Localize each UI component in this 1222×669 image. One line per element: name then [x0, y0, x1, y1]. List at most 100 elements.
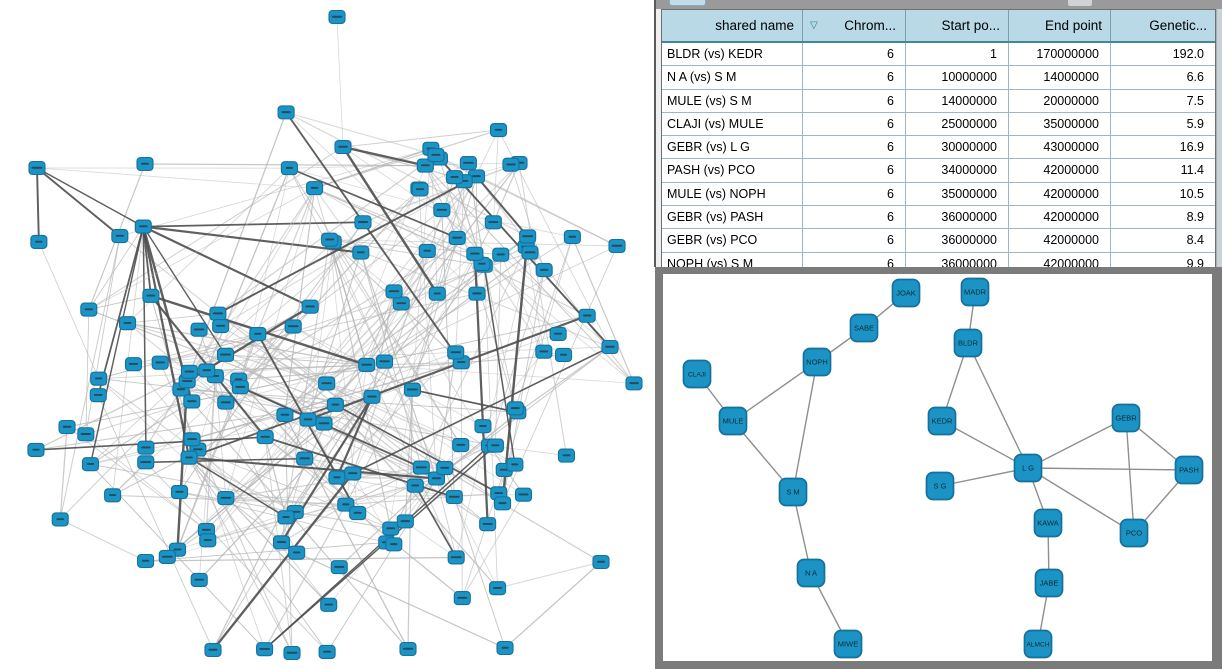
cell-start-position[interactable]: 14000000	[906, 89, 1009, 112]
network-node[interactable]	[81, 457, 100, 472]
network-node[interactable]	[199, 533, 217, 548]
network-node[interactable]	[190, 572, 208, 588]
network-edge-GEBR-LG[interactable]	[1027, 417, 1127, 469]
network-node[interactable]	[111, 229, 129, 244]
network-node[interactable]	[180, 364, 198, 379]
network-node-SG[interactable]: S G	[925, 471, 955, 501]
node-shape[interactable]	[802, 347, 832, 377]
cell-genetic-distance[interactable]: 16.9	[1179, 140, 1204, 155]
network-node[interactable]	[382, 521, 400, 536]
network-node[interactable]	[256, 430, 274, 445]
column-header-end-point[interactable]: End point	[1009, 10, 1111, 41]
node-shape[interactable]	[1013, 453, 1043, 483]
network-node[interactable]	[90, 371, 108, 386]
network-node[interactable]	[358, 357, 376, 372]
network-node[interactable]	[492, 247, 510, 262]
network-node[interactable]	[625, 376, 643, 391]
network-node[interactable]	[486, 438, 504, 453]
column-header-shared-name[interactable]: shared name	[662, 10, 803, 41]
network-node[interactable]	[406, 478, 424, 493]
network-node[interactable]	[436, 460, 454, 476]
network-node[interactable]	[318, 644, 336, 660]
network-node[interactable]	[320, 597, 338, 612]
network-node-SM[interactable]: S M	[778, 477, 808, 507]
cell-shared-name[interactable]: N A (vs) S M	[662, 66, 803, 89]
network-node-NOPH[interactable]: NOPH	[802, 347, 832, 377]
network-node[interactable]	[124, 357, 143, 372]
network-node-BLDR[interactable]: BLDR	[953, 328, 983, 358]
cell-genetic-distance[interactable]: 8.9	[1186, 210, 1204, 225]
network-edge-NOPH-MULE[interactable]	[732, 361, 818, 422]
network-node[interactable]	[134, 219, 152, 234]
network-node[interactable]	[411, 182, 429, 197]
cell-shared-name[interactable]: GEBR (vs) PCO	[662, 229, 803, 252]
network-node[interactable]	[354, 215, 372, 230]
network-node-JOAK[interactable]: JOAK	[891, 278, 921, 308]
cell-end-point[interactable]: 43000000	[1009, 136, 1111, 159]
network-node[interactable]	[363, 389, 381, 404]
network-node[interactable]	[519, 229, 537, 244]
network-node[interactable]	[280, 161, 298, 176]
network-node-ALMCH[interactable]: ALMCH	[1023, 629, 1053, 659]
network-node-MIWE[interactable]: MIWE	[833, 629, 863, 659]
network-node[interactable]	[392, 296, 410, 311]
network-node[interactable]	[447, 345, 465, 360]
cell-chromosome[interactable]: 6	[803, 229, 906, 252]
cell-end-point[interactable]: 42000000	[1009, 182, 1111, 206]
network-node[interactable]	[535, 263, 553, 278]
network-node[interactable]	[352, 245, 370, 260]
network-node[interactable]	[447, 550, 465, 565]
network-node[interactable]	[231, 380, 249, 395]
network-node[interactable]	[190, 322, 208, 337]
network-node[interactable]	[484, 215, 502, 230]
network-node[interactable]	[601, 339, 619, 355]
network-node-PCO[interactable]: PCO	[1119, 518, 1149, 548]
network-node[interactable]	[474, 419, 492, 434]
network-node[interactable]	[578, 308, 596, 323]
table-row[interactable]: GEBR (vs) L G 6 30000000 43000000 16.9	[662, 136, 1215, 160]
column-header-chromosome[interactable]: ▽ Chrom...	[803, 10, 906, 41]
network-node[interactable]	[301, 299, 319, 314]
node-shape[interactable]	[953, 328, 983, 358]
table-scrollbar-track[interactable]	[1216, 9, 1222, 267]
network-edge-LG-PCO[interactable]	[1027, 467, 1135, 534]
network-node[interactable]	[89, 388, 107, 403]
cell-end-point[interactable]: 42000000	[1009, 229, 1111, 252]
network-node-CLAJI[interactable]: CLAJI	[682, 359, 712, 389]
network-node[interactable]	[489, 122, 508, 138]
table-row[interactable]: BLDR (vs) KEDR 6 1 170000000 192.0	[662, 43, 1215, 67]
cell-genetic-distance[interactable]: 8.4	[1186, 233, 1204, 248]
network-node[interactable]	[448, 230, 466, 246]
network-node[interactable]	[284, 319, 302, 334]
cell-chromosome[interactable]: 6	[803, 136, 906, 159]
cell-genetic-distance[interactable]: 5.9	[1186, 116, 1204, 131]
network-node[interactable]	[256, 642, 274, 657]
network-node-KEDR[interactable]: KEDR	[927, 406, 957, 436]
cell-shared-name[interactable]: BLDR (vs) KEDR	[662, 43, 803, 66]
network-node[interactable]	[137, 455, 155, 470]
table-row[interactable]: MULE (vs) S M 6 14000000 20000000 7.5	[662, 89, 1215, 113]
network-node[interactable]	[28, 160, 46, 176]
node-shape[interactable]	[796, 558, 826, 588]
network-node[interactable]	[104, 488, 122, 503]
table-row[interactable]: MULE (vs) NOPH 6 35000000 42000000 10.5	[662, 182, 1215, 207]
large-network-view[interactable]	[0, 0, 655, 669]
node-shape[interactable]	[682, 359, 712, 389]
network-node[interactable]	[549, 326, 567, 341]
network-node-MULE[interactable]: MULE	[718, 406, 748, 436]
node-shape[interactable]	[1034, 568, 1064, 598]
network-node[interactable]	[151, 355, 169, 370]
network-node[interactable]	[521, 245, 539, 260]
network-node[interactable]	[334, 139, 352, 155]
network-node-JABE[interactable]: JABE	[1034, 568, 1064, 598]
network-node[interactable]	[412, 460, 430, 475]
network-node[interactable]	[212, 319, 230, 334]
network-node[interactable]	[554, 347, 573, 363]
network-node-MADR[interactable]: MADR	[960, 277, 990, 307]
network-node[interactable]	[299, 412, 317, 427]
network-node[interactable]	[137, 440, 155, 455]
network-node[interactable]	[283, 645, 301, 661]
cell-genetic-distance[interactable]: 7.5	[1186, 93, 1204, 108]
network-node[interactable]	[204, 642, 222, 658]
network-node[interactable]	[385, 284, 403, 299]
